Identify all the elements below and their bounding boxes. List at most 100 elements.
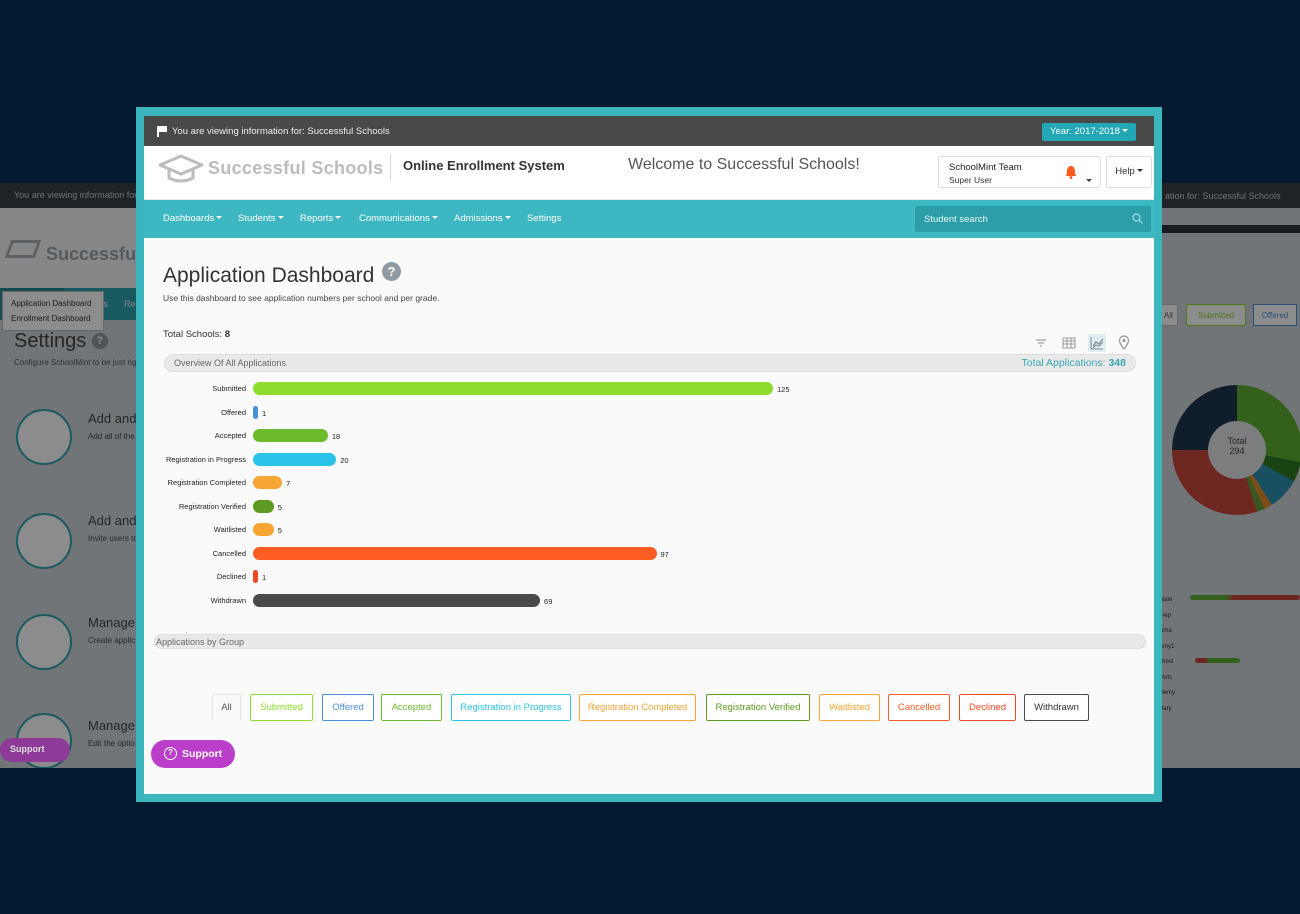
bar-withdrawn[interactable] (253, 593, 541, 607)
bar-value-registration-verified: 5 (277, 502, 282, 512)
applications-bar-chart: Submitted 125 Offered 1 Accepted 18 Registrati… (144, 378, 1154, 618)
bar-label-offered: Offered (221, 407, 246, 417)
total-schools-label: Total Schools: (163, 329, 223, 340)
bar-label-registration-completed: Registration Completed (167, 478, 246, 487)
user-menu[interactable]: SchoolMint Team Super User (938, 156, 1101, 188)
bar-offered[interactable] (253, 405, 258, 419)
filter-offered[interactable]: Offered (322, 694, 374, 721)
graduation-cap-icon (158, 154, 204, 183)
filter-declined[interactable]: Declined (959, 694, 1016, 721)
bar-value-registration-in-progress: 20 (340, 455, 349, 465)
header: Successful Schools Online Enrollment Sys… (144, 146, 1154, 200)
help-button[interactable]: Help (1106, 156, 1152, 188)
bar-registration-in-progress[interactable] (253, 452, 337, 466)
student-search (915, 206, 1151, 232)
table-view-icon[interactable] (1060, 334, 1078, 352)
bg-right-topbar: ation for: Successful Schools (1150, 183, 1300, 208)
nav-students-label: Students (238, 213, 276, 224)
filter-accepted[interactable]: Accepted (381, 694, 442, 721)
year-selector-button[interactable]: Year: 2017-2018 (1042, 123, 1136, 141)
bg-left-nav-reports: Re (124, 299, 136, 309)
applications-by-group-label: Applications by Group (156, 637, 245, 647)
nav-reports[interactable]: Reports (300, 213, 342, 224)
bg-right-bar (1195, 658, 1240, 663)
bar-label-accepted: Accepted (214, 431, 246, 440)
bar-label-registration-verified: Registration Verified (178, 501, 246, 511)
system-name: Online Enrollment System (403, 158, 565, 173)
bg-right-filter-submitted: Submitted (1186, 304, 1246, 326)
nav-students[interactable]: Students (238, 213, 284, 224)
user-role: Super User (949, 175, 992, 185)
main-window: You are viewing information for: Success… (144, 116, 1154, 794)
map-pin-icon[interactable] (1115, 334, 1133, 352)
total-schools-value: 8 (224, 329, 231, 340)
student-search-input[interactable] (915, 206, 1125, 232)
help-label: Help (1115, 166, 1135, 177)
bg-right-bar (1190, 595, 1300, 600)
help-icon[interactable]: ? (382, 262, 401, 281)
notification-bell-icon[interactable] (1065, 165, 1077, 179)
bar-value-declined: 1 (262, 573, 267, 582)
total-applications-label: Total Applications: (1021, 357, 1106, 369)
total-applications-value: 348 (1108, 357, 1126, 369)
bg-right-pie-total-value: 294 (1229, 446, 1245, 456)
bg-right-school-item: cademy1 (1150, 643, 1175, 650)
support-button[interactable]: ? Support (151, 740, 235, 768)
main-nav: Dashboards Students Reports Communicatio… (144, 200, 1154, 238)
nav-communications[interactable]: Communications (359, 213, 438, 224)
bg-right-filter-offered: Offered (1253, 304, 1297, 326)
bg-left-topbar: You are viewing information for: Su (0, 183, 160, 208)
search-icon[interactable] (1132, 213, 1143, 224)
filter-icon[interactable] (1032, 334, 1050, 352)
bg-left-nav-students: Students (72, 299, 109, 309)
dashboard-content: Application Dashboard ? Use this dashboa… (144, 238, 1154, 794)
filter-withdrawn[interactable]: Withdrawn (1024, 694, 1089, 721)
bar-label-waitlisted: Waitlisted (213, 525, 246, 534)
chart-view-icon[interactable] (1088, 334, 1106, 352)
bar-submitted[interactable] (253, 382, 773, 395)
nav-admissions-label: Admissions (454, 213, 503, 224)
applications-by-group-bar: Applications by Group (154, 634, 1146, 649)
filter-waitlisted[interactable]: Waitlisted (819, 694, 880, 721)
bg-right-pie-total: Total 294 (1208, 421, 1266, 479)
filter-cancelled[interactable]: Cancelled (888, 694, 950, 721)
filter-registration-verified[interactable]: Registration Verified (706, 694, 810, 721)
top-info-bar: You are viewing information for: Success… (144, 116, 1154, 146)
help-icon: ? (164, 747, 177, 760)
filter-all[interactable]: All (212, 694, 241, 721)
filter-submitted[interactable]: Submitted (250, 694, 313, 721)
bar-registration-completed[interactable] (253, 476, 283, 489)
filter-registration-in-progress[interactable]: Registration in Progress (451, 694, 571, 721)
total-applications: Total Applications: 348 (1021, 357, 1126, 369)
bar-label-withdrawn: Withdrawn (210, 595, 246, 605)
welcome-message: Welcome to Successful Schools! (628, 156, 860, 173)
flag-icon (157, 126, 167, 137)
viewing-info-text: You are viewing information for: Success… (172, 126, 390, 137)
bg-right-header-bar (1150, 225, 1300, 233)
bar-cancelled[interactable] (253, 546, 657, 560)
caret-down-icon (335, 216, 342, 219)
bar-accepted[interactable] (253, 429, 328, 442)
bar-registration-verified[interactable] (253, 499, 274, 513)
caret-down-icon (277, 216, 284, 219)
bar-label-submitted: Submitted (212, 384, 246, 393)
nav-admissions[interactable]: Admissions (454, 213, 511, 224)
background-screen-right: ation for: Successful Schools All Submit… (1150, 183, 1300, 768)
status-filter-bar: All Submitted Offered Accepted Registration … (144, 694, 1154, 722)
bar-value-offered: 1 (262, 408, 267, 418)
bg-right-school-item: Academy (1150, 690, 1176, 696)
filter-registration-completed[interactable]: Registration Completed (579, 694, 696, 721)
main-window-frame: You are viewing information for: Success… (136, 107, 1162, 802)
bar-waitlisted[interactable] (253, 523, 274, 536)
page-description: Use this dashboard to see application nu… (163, 293, 440, 303)
bar-label-registration-in-progress: Registration in Progress (165, 454, 246, 464)
overview-bar: Overview Of All Applications Total Appli… (164, 354, 1136, 372)
bar-value-cancelled: 97 (660, 549, 669, 559)
caret-down-icon (1121, 129, 1128, 132)
nav-settings[interactable]: Settings (527, 213, 562, 224)
nav-dashboards[interactable]: Dashboards (163, 213, 223, 224)
caret-down-icon (216, 216, 223, 219)
bar-value-submitted: 125 (777, 385, 790, 394)
bar-value-withdrawn: 69 (544, 596, 553, 606)
bar-declined[interactable] (253, 570, 258, 583)
